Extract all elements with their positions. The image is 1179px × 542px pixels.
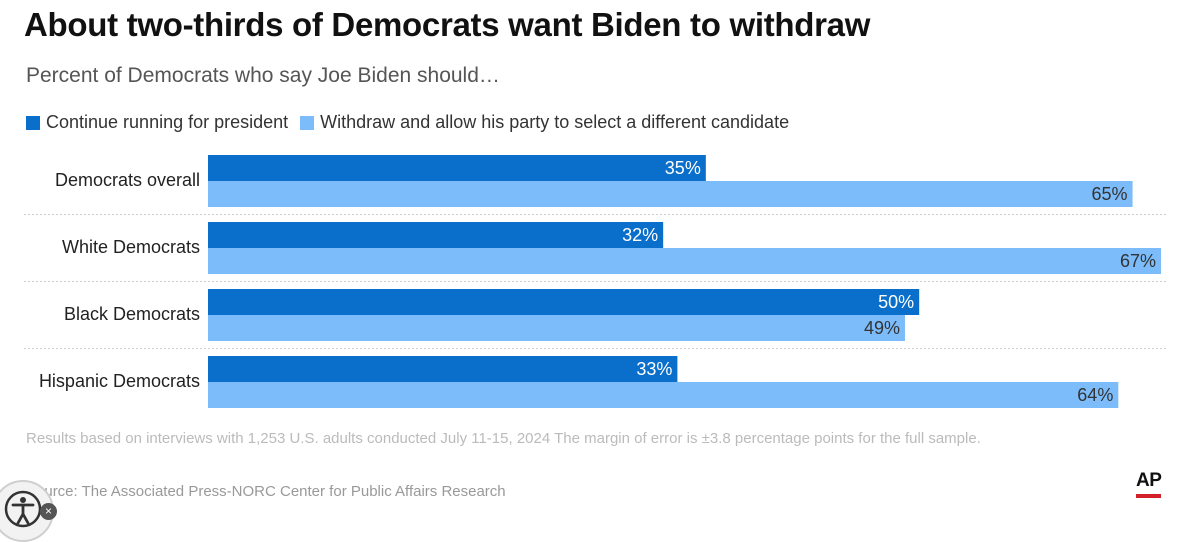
bar-hispanic-democrats-continue — [208, 356, 678, 382]
legend-item-withdraw: Withdraw and allow his party to select a… — [300, 112, 789, 133]
data-label-democrats-overall-withdraw: 65% — [1092, 184, 1128, 204]
chart-title: About two-thirds of Democrats want Biden… — [24, 6, 871, 43]
legend-item-continue: Continue running for president — [26, 112, 288, 133]
methodology-note: Results based on interviews with 1,253 U… — [26, 430, 981, 447]
bar-chart: Democrats overall 35% 65% White Democrats 32… — [24, 155, 1166, 408]
accessibility-close-icon[interactable]: × — [40, 503, 57, 520]
accessibility-icon — [4, 490, 42, 528]
legend-swatch-withdraw — [300, 115, 315, 130]
data-label-hispanic-democrats-continue: 33% — [636, 359, 672, 379]
category-label-democrats-overall: Democrats overall — [55, 170, 200, 190]
legend-label-continue: Continue running for president — [46, 112, 289, 132]
category-label-hispanic-democrats: Hispanic Democrats — [39, 371, 200, 391]
data-label-democrats-overall-continue: 35% — [665, 158, 701, 178]
legend: Continue running for president Withdraw … — [26, 112, 801, 133]
chart-subtitle: Percent of Democrats who say Joe Biden s… — [26, 64, 500, 87]
data-label-white-democrats-continue: 32% — [622, 225, 658, 245]
bar-white-democrats-withdraw — [208, 248, 1161, 274]
bar-black-democrats-continue — [208, 289, 920, 315]
data-label-black-democrats-continue: 50% — [878, 292, 914, 312]
legend-label-withdraw: Withdraw and allow his party to select a… — [320, 112, 790, 132]
bar-white-democrats-continue — [208, 222, 664, 248]
data-label-hispanic-democrats-withdraw: 64% — [1077, 385, 1113, 405]
bar-democrats-overall-continue — [208, 155, 706, 181]
source-credit: Source: The Associated Press-NORC Center… — [26, 483, 506, 500]
bar-democrats-overall-withdraw — [208, 181, 1133, 207]
bar-black-democrats-withdraw — [208, 315, 905, 341]
ap-logo: AP — [1136, 470, 1162, 498]
category-label-black-democrats: Black Democrats — [64, 304, 200, 324]
bar-hispanic-democrats-withdraw — [208, 382, 1119, 408]
category-label-white-democrats: White Democrats — [62, 237, 200, 257]
data-label-white-democrats-withdraw: 67% — [1120, 251, 1156, 271]
data-label-black-democrats-withdraw: 49% — [864, 318, 900, 338]
legend-swatch-continue — [26, 115, 40, 130]
